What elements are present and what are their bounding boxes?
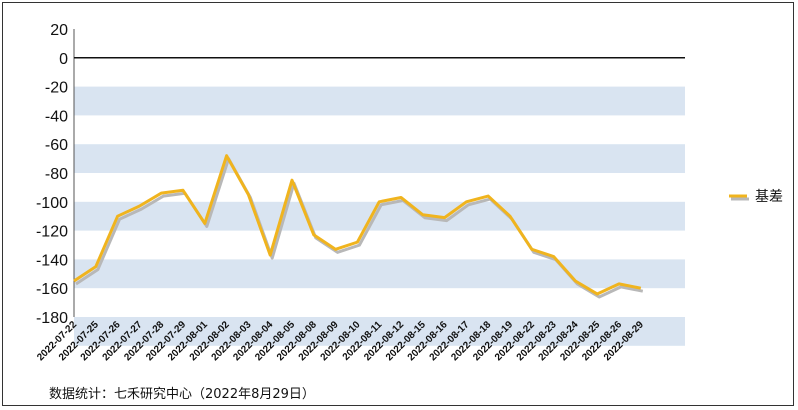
- y-tick--140: -140: [36, 252, 68, 269]
- y-tick--100: -100: [36, 195, 68, 212]
- line-chart: 200-20-40-60-80-100-120-140-160-180 2022…: [35, 22, 783, 363]
- series-shadow-0: [75, 157, 644, 299]
- source-note: 数据统计：七禾研究中心（2022年8月29日）: [49, 387, 315, 402]
- chart-frame: 20 0 -20 -40 -60 -80 -100 -120 -140 -160 -180 2022…: [2, 2, 794, 406]
- band--140-to--160: [74, 259, 685, 289]
- y-tick--60: -60: [45, 137, 68, 154]
- legend-label: 基差: [755, 188, 783, 205]
- y-tick--180: -180: [36, 310, 68, 327]
- band--20-to--40: [74, 86, 685, 116]
- y-tick--120: -120: [36, 224, 68, 241]
- y-tick--80: -80: [45, 166, 68, 183]
- y-tick-0: 0: [59, 51, 68, 68]
- band--60-to--80: [74, 144, 685, 173]
- y-tick--20: -20: [45, 80, 68, 97]
- legend: 基差: [729, 188, 783, 205]
- y-tick--40: -40: [45, 108, 68, 125]
- y-tick-labels: 20 0 -20 -40 -60 -80 -100 -120 -140 -160 -180: [36, 22, 68, 327]
- background-bands: [74, 86, 685, 346]
- band--180-to--200: [74, 317, 685, 346]
- y-tick--160: -160: [36, 281, 68, 298]
- y-tick-20: 20: [50, 22, 68, 39]
- series-lines: [73, 154, 644, 299]
